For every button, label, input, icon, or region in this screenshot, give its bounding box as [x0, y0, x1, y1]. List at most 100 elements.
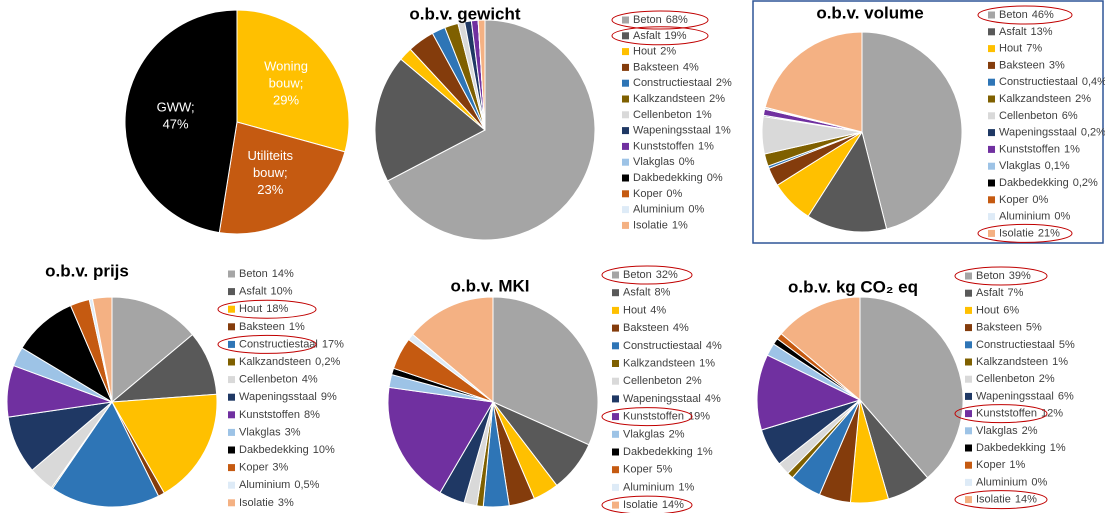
legend-swatch: [622, 142, 629, 150]
legend-name: Koper: [999, 194, 1029, 206]
pie-slice: [807, 130, 888, 233]
legend-name: Wapeningsstaal: [633, 125, 711, 137]
legend-swatch: [228, 305, 235, 313]
legend-label: Baksteen 4%: [633, 61, 699, 73]
slice-value: 29%: [273, 93, 299, 108]
legend-label: Kunststoffen 19%: [623, 411, 710, 423]
legend-name: Constructiestaal: [633, 77, 712, 89]
legend-label: Cellenbeton 4%: [239, 374, 318, 386]
legend-value: 1%: [1052, 356, 1068, 368]
legend-swatch: [965, 461, 972, 469]
legend-name: Dakbedekking: [976, 442, 1046, 454]
legend-name: Dakbedekking: [623, 446, 693, 458]
legend-label: Baksteen 4%: [623, 322, 689, 334]
legend-swatch: [965, 427, 972, 435]
legend-label: Beton 39%: [976, 270, 1031, 282]
slice-label: GWW; 47%: [157, 100, 195, 132]
legend-value: 0,1%: [1045, 160, 1070, 172]
legend-name: Constructiestaal: [239, 338, 318, 350]
legend-value: 46%: [1032, 9, 1054, 21]
legend-label: Wapeningsstaal 4%: [623, 393, 721, 405]
legend-label: Asfalt 13%: [999, 26, 1053, 38]
legend-label: Dakbedekking 0,2%: [999, 177, 1098, 189]
legend-swatch: [988, 95, 995, 103]
chart-title: o.b.v. prijs: [45, 261, 129, 280]
legend-label: Koper 5%: [623, 464, 672, 476]
slice-value: 23%: [257, 182, 283, 197]
legend-swatch: [228, 411, 235, 419]
legend-value: 0%: [707, 172, 723, 184]
legend-value: 1%: [1009, 459, 1025, 471]
highlight-ellipse: [954, 266, 1048, 286]
legend-name: Asfalt: [976, 287, 1004, 299]
slice-label-part: bouw;: [269, 76, 304, 91]
pie-slice: [236, 9, 350, 153]
slice-label: Utiliteits bouw; 23%: [248, 148, 294, 197]
legend-swatch: [228, 358, 235, 366]
pie-slice: [218, 121, 346, 235]
legend-value: 5%: [656, 464, 672, 476]
legend-value: 17%: [322, 338, 344, 350]
legend-swatch: [988, 213, 995, 221]
legend-label: Aluminium 0%: [999, 211, 1070, 223]
legend-label: Koper 3%: [239, 462, 288, 474]
legend-value: 3%: [1049, 59, 1065, 71]
chart-title: o.b.v. MKI: [450, 276, 529, 295]
legend-swatch: [965, 410, 972, 418]
chart-title: o.b.v. kg CO₂ eq: [788, 277, 918, 296]
legend-name: Baksteen: [976, 322, 1022, 334]
legend-value: 0%: [1054, 211, 1070, 223]
legend-name: Dakbedekking: [239, 444, 309, 456]
legend-name: Hout: [623, 304, 646, 316]
legend-value: 13%: [1031, 26, 1053, 38]
legend-swatch: [988, 112, 995, 120]
legend-label: Constructiestaal 5%: [976, 339, 1075, 351]
legend-value: 1%: [715, 125, 731, 137]
legend-label: Kalkzandsteen 1%: [976, 356, 1068, 368]
legend-label: Vlakglas 3%: [239, 426, 301, 438]
pie-slice: [780, 296, 861, 402]
legend-name: Isolatie: [999, 227, 1034, 239]
legend-label: Kalkzandsteen 2%: [999, 93, 1091, 105]
legend-swatch: [965, 375, 972, 383]
legend-swatch: [988, 196, 995, 204]
legend-label: Baksteen 1%: [239, 321, 305, 333]
legend-name: Kalkzandsteen: [239, 356, 311, 368]
pie-slice: [124, 9, 238, 234]
pie-slice: [492, 296, 599, 446]
legend-name: Isolatie: [239, 497, 274, 509]
legend-swatch: [622, 221, 629, 229]
legend-swatch: [988, 11, 995, 19]
legend-swatch: [965, 358, 972, 366]
legend-label: Cellenbeton 2%: [976, 373, 1055, 385]
legend-value: 12%: [1041, 408, 1063, 420]
legend-value: 2%: [1022, 425, 1038, 437]
legend-label: Kunststoffen 1%: [633, 140, 714, 152]
legend-value: 3%: [278, 497, 294, 509]
legend-swatch: [965, 272, 972, 280]
legend-name: Baksteen: [999, 59, 1045, 71]
legend-swatch: [228, 288, 235, 296]
legend-swatch: [612, 395, 619, 403]
legend-value: 0%: [1032, 194, 1048, 206]
legend-label: Beton 14%: [239, 268, 294, 280]
legend-name: Koper: [239, 462, 269, 474]
legend-value: 6%: [1058, 390, 1074, 402]
legend-label: Constructiestaal 0,4%: [999, 76, 1105, 88]
legend-name: Isolatie: [976, 494, 1011, 506]
chart-frame: [752, 0, 1104, 244]
legend-swatch: [612, 483, 619, 491]
legend-swatch: [612, 271, 619, 279]
legend-swatch: [612, 306, 619, 314]
legend-name: Constructiestaal: [976, 339, 1055, 351]
legend-name: Cellenbeton: [623, 375, 682, 387]
legend-name: Constructiestaal: [623, 340, 702, 352]
legend-label: Beton 32%: [623, 269, 678, 281]
legend-label: Cellenbeton 1%: [633, 109, 712, 121]
legend-swatch: [622, 174, 629, 182]
legend-name: Cellenbeton: [239, 374, 298, 386]
legend-label: Aluminium 0%: [633, 204, 704, 216]
legend-name: Aluminium: [239, 479, 290, 491]
legend-label: Aluminium 0,5%: [239, 479, 320, 491]
pie-slice: [51, 401, 160, 508]
